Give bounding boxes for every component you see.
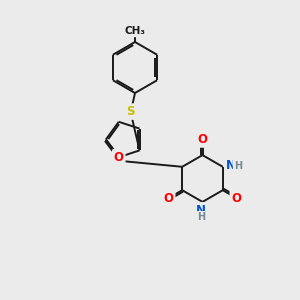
Text: CH₃: CH₃ <box>124 26 146 36</box>
Text: O: O <box>197 133 208 146</box>
Text: H: H <box>197 212 205 223</box>
Text: N: N <box>226 159 236 172</box>
Text: H: H <box>234 161 242 171</box>
Text: S: S <box>126 105 135 118</box>
Text: O: O <box>114 151 124 164</box>
Text: O: O <box>231 191 241 205</box>
Text: O: O <box>164 191 174 205</box>
Text: N: N <box>196 204 206 217</box>
